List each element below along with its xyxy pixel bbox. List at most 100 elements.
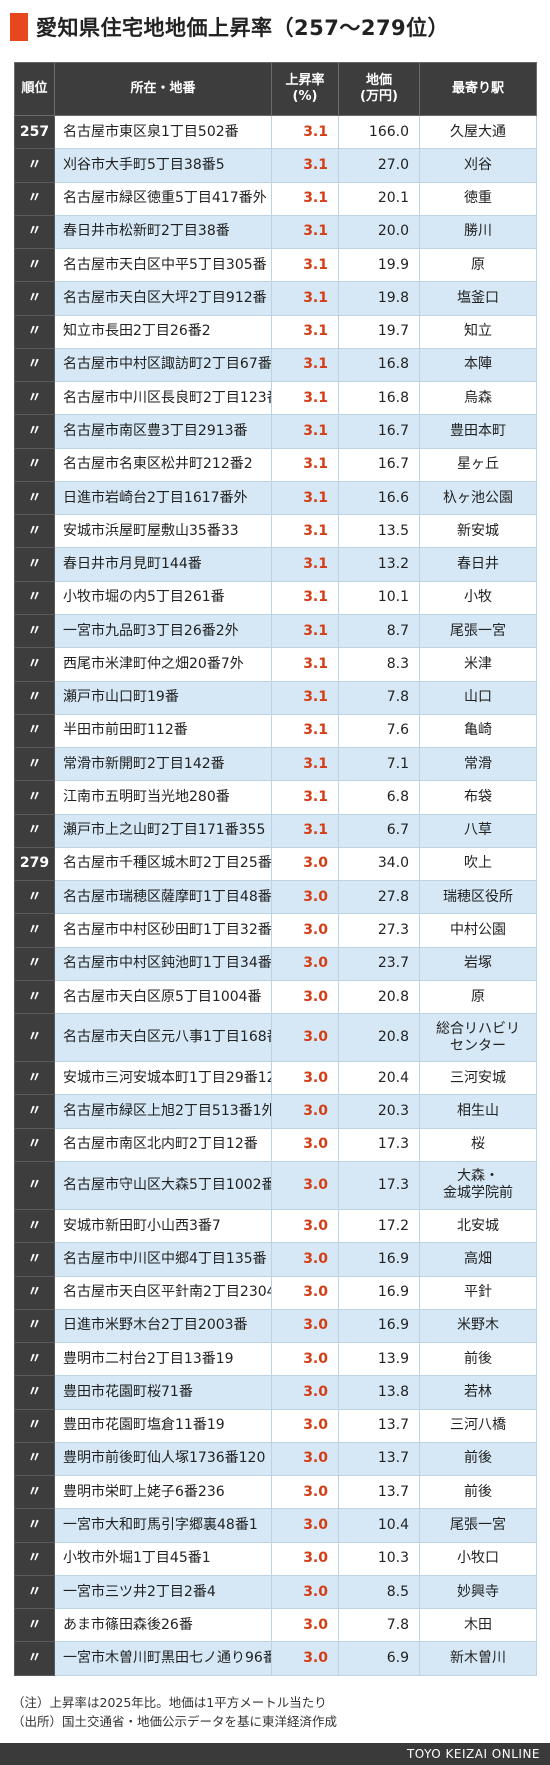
price-cell: 23.7: [338, 946, 420, 981]
price-cell: 6.7: [338, 813, 420, 848]
table-row: 〃小牧市堀の内5丁目261番 3.1 10.1 小牧: [14, 580, 537, 615]
price-cell: 13.7: [338, 1441, 420, 1477]
rate-cell: 3.1: [271, 514, 339, 549]
table-row: 〃あま市篠田森後26番 3.0 7.8 木田: [14, 1608, 537, 1643]
rank-cell: 〃: [14, 1208, 55, 1244]
location-cell: 名古屋市中村区砂田町1丁目32番: [54, 913, 272, 948]
rate-cell: 3.0: [271, 1061, 339, 1096]
price-cell: 20.0: [338, 214, 420, 250]
station-cell: 原: [419, 248, 537, 283]
station-cell: 小牧: [419, 580, 537, 615]
station-cell: 久屋大通: [419, 114, 537, 150]
price-cell: 10.4: [338, 1508, 420, 1543]
station-cell: 三河安城: [419, 1061, 537, 1096]
station-cell: 三河八橋: [419, 1408, 537, 1443]
price-cell: 7.1: [338, 747, 420, 782]
table-row: 〃名古屋市南区豊3丁目2913番 3.1 16.7 豊田本町: [14, 414, 537, 449]
rate-cell: 3.1: [271, 347, 339, 383]
price-cell: 13.8: [338, 1375, 420, 1410]
station-cell: 米津: [419, 647, 537, 682]
rate-cell: 3.0: [271, 846, 339, 882]
location-cell: 安城市新田町小山西3番7: [54, 1208, 272, 1244]
rank-cell: 〃: [14, 248, 55, 283]
rank-cell: 〃: [14, 680, 55, 715]
table-row: 279 名古屋市千種区城木町2丁目25番 3.0 34.0 吹上: [14, 846, 537, 882]
station-cell: 布袋: [419, 780, 537, 815]
price-cell: 16.9: [338, 1275, 420, 1310]
price-cell: 19.8: [338, 281, 420, 316]
station-cell: 亀崎: [419, 713, 537, 749]
location-cell: 西尾市米津町仲之畑20番7外: [54, 647, 272, 682]
price-cell: 16.8: [338, 347, 420, 383]
ranking-table: 順位 所在・地番 上昇率 (%) 地価 (万円) 最寄り駅 257 名古屋市東区泉…: [14, 62, 537, 1676]
rate-cell: 3.1: [271, 613, 339, 649]
station-cell: 木田: [419, 1608, 537, 1643]
rank-cell: 〃: [14, 547, 55, 582]
location-cell: 名古屋市緑区上旭2丁目513番1外: [54, 1094, 272, 1129]
header-rate-unit: (%): [292, 89, 318, 104]
rate-cell: 3.0: [271, 1541, 339, 1576]
price-cell: 8.5: [338, 1574, 420, 1610]
station-cell: 尾張一宮: [419, 1508, 537, 1543]
rate-cell: 3.1: [271, 447, 339, 482]
location-cell: 春日井市月見町144番: [54, 547, 272, 582]
price-cell: 7.8: [338, 680, 420, 715]
rank-cell: 〃: [14, 1441, 55, 1477]
station-cell: 吹上: [419, 846, 537, 882]
rate-cell: 3.1: [271, 248, 339, 283]
rate-cell: 3.1: [271, 647, 339, 682]
note-basis: （注）上昇率は2025年比。地価は1平方メートル当たり: [12, 1695, 327, 1710]
price-cell: 166.0: [338, 114, 420, 150]
rate-cell: 3.0: [271, 1574, 339, 1610]
table-row: 〃豊明市前後町仙人塚1736番120 3.0 13.7 前後: [14, 1441, 537, 1477]
table-row: 〃名古屋市名東区松井町212番2 3.1 16.7 星ヶ丘: [14, 447, 537, 482]
location-cell: 江南市五明町当光地280番: [54, 780, 272, 815]
table-row: 〃名古屋市緑区徳重5丁目417番外 3.1 20.1 徳重: [14, 181, 537, 216]
price-cell: 7.6: [338, 713, 420, 749]
price-cell: 20.1: [338, 181, 420, 216]
table-row: 〃日進市岩崎台2丁目1617番外 3.1 16.6 杁ヶ池公園: [14, 480, 537, 516]
price-cell: 13.5: [338, 514, 420, 549]
location-cell: 名古屋市中川区長良町2丁目123番: [54, 381, 272, 416]
location-cell: 名古屋市天白区原5丁目1004番: [54, 979, 272, 1015]
station-cell: 北安城: [419, 1208, 537, 1244]
rate-cell: 3.1: [271, 281, 339, 316]
location-cell: 名古屋市中村区諏訪町2丁目67番: [54, 347, 272, 383]
table-row: 〃日進市米野木台2丁目2003番 3.0 16.9 米野木: [14, 1308, 537, 1344]
rate-cell: 3.1: [271, 314, 339, 349]
table-row: 〃知立市長田2丁目26番2 3.1 19.7 知立: [14, 314, 537, 349]
rate-cell: 3.0: [271, 1608, 339, 1643]
location-cell: 安城市浜屋町屋敷山35番33: [54, 514, 272, 549]
station-cell: 徳重: [419, 181, 537, 216]
rate-cell: 3.1: [271, 747, 339, 782]
price-cell: 7.8: [338, 1608, 420, 1643]
location-cell: 日進市米野木台2丁目2003番: [54, 1308, 272, 1344]
table-row: 〃名古屋市天白区原5丁目1004番 3.0 20.8 原: [14, 979, 537, 1015]
table-row: 〃刈谷市大手町5丁目38番5 3.1 27.0 刈谷: [14, 148, 537, 183]
rate-cell: 3.1: [271, 813, 339, 848]
table-body: 257 名古屋市東区泉1丁目502番 3.1 166.0 久屋大通〃刈谷市大手町5丁目3…: [14, 114, 537, 1676]
title-accent-square: [10, 13, 28, 41]
rank-cell: 〃: [14, 447, 55, 482]
rate-cell: 3.0: [271, 1508, 339, 1543]
rate-cell: 3.0: [271, 946, 339, 981]
location-cell: 豊明市栄町上姥子6番236: [54, 1475, 272, 1510]
price-cell: 16.9: [338, 1242, 420, 1277]
rate-cell: 3.0: [271, 913, 339, 948]
location-cell: 名古屋市瑞穂区薩摩町1丁目48番1: [54, 880, 272, 915]
rate-cell: 3.0: [271, 880, 339, 915]
price-cell: 16.8: [338, 381, 420, 416]
table-row: 〃名古屋市天白区元八事1丁目168番 3.0 20.8 総合リハビリ センター: [14, 1013, 537, 1063]
header-rate: 上昇率 (%): [271, 62, 339, 116]
price-cell: 20.8: [338, 979, 420, 1015]
station-cell: 八草: [419, 813, 537, 848]
rank-cell: 〃: [14, 1094, 55, 1129]
rate-cell: 3.1: [271, 214, 339, 250]
station-cell: 小牧口: [419, 1541, 537, 1576]
rank-cell: 〃: [14, 1541, 55, 1576]
location-cell: 一宮市大和町馬引字郷裏48番1: [54, 1508, 272, 1543]
rate-cell: 3.0: [271, 1308, 339, 1344]
location-cell: 一宮市九品町3丁目26番2外: [54, 613, 272, 649]
rank-cell: 〃: [14, 1641, 55, 1676]
rank-cell: 〃: [14, 148, 55, 183]
